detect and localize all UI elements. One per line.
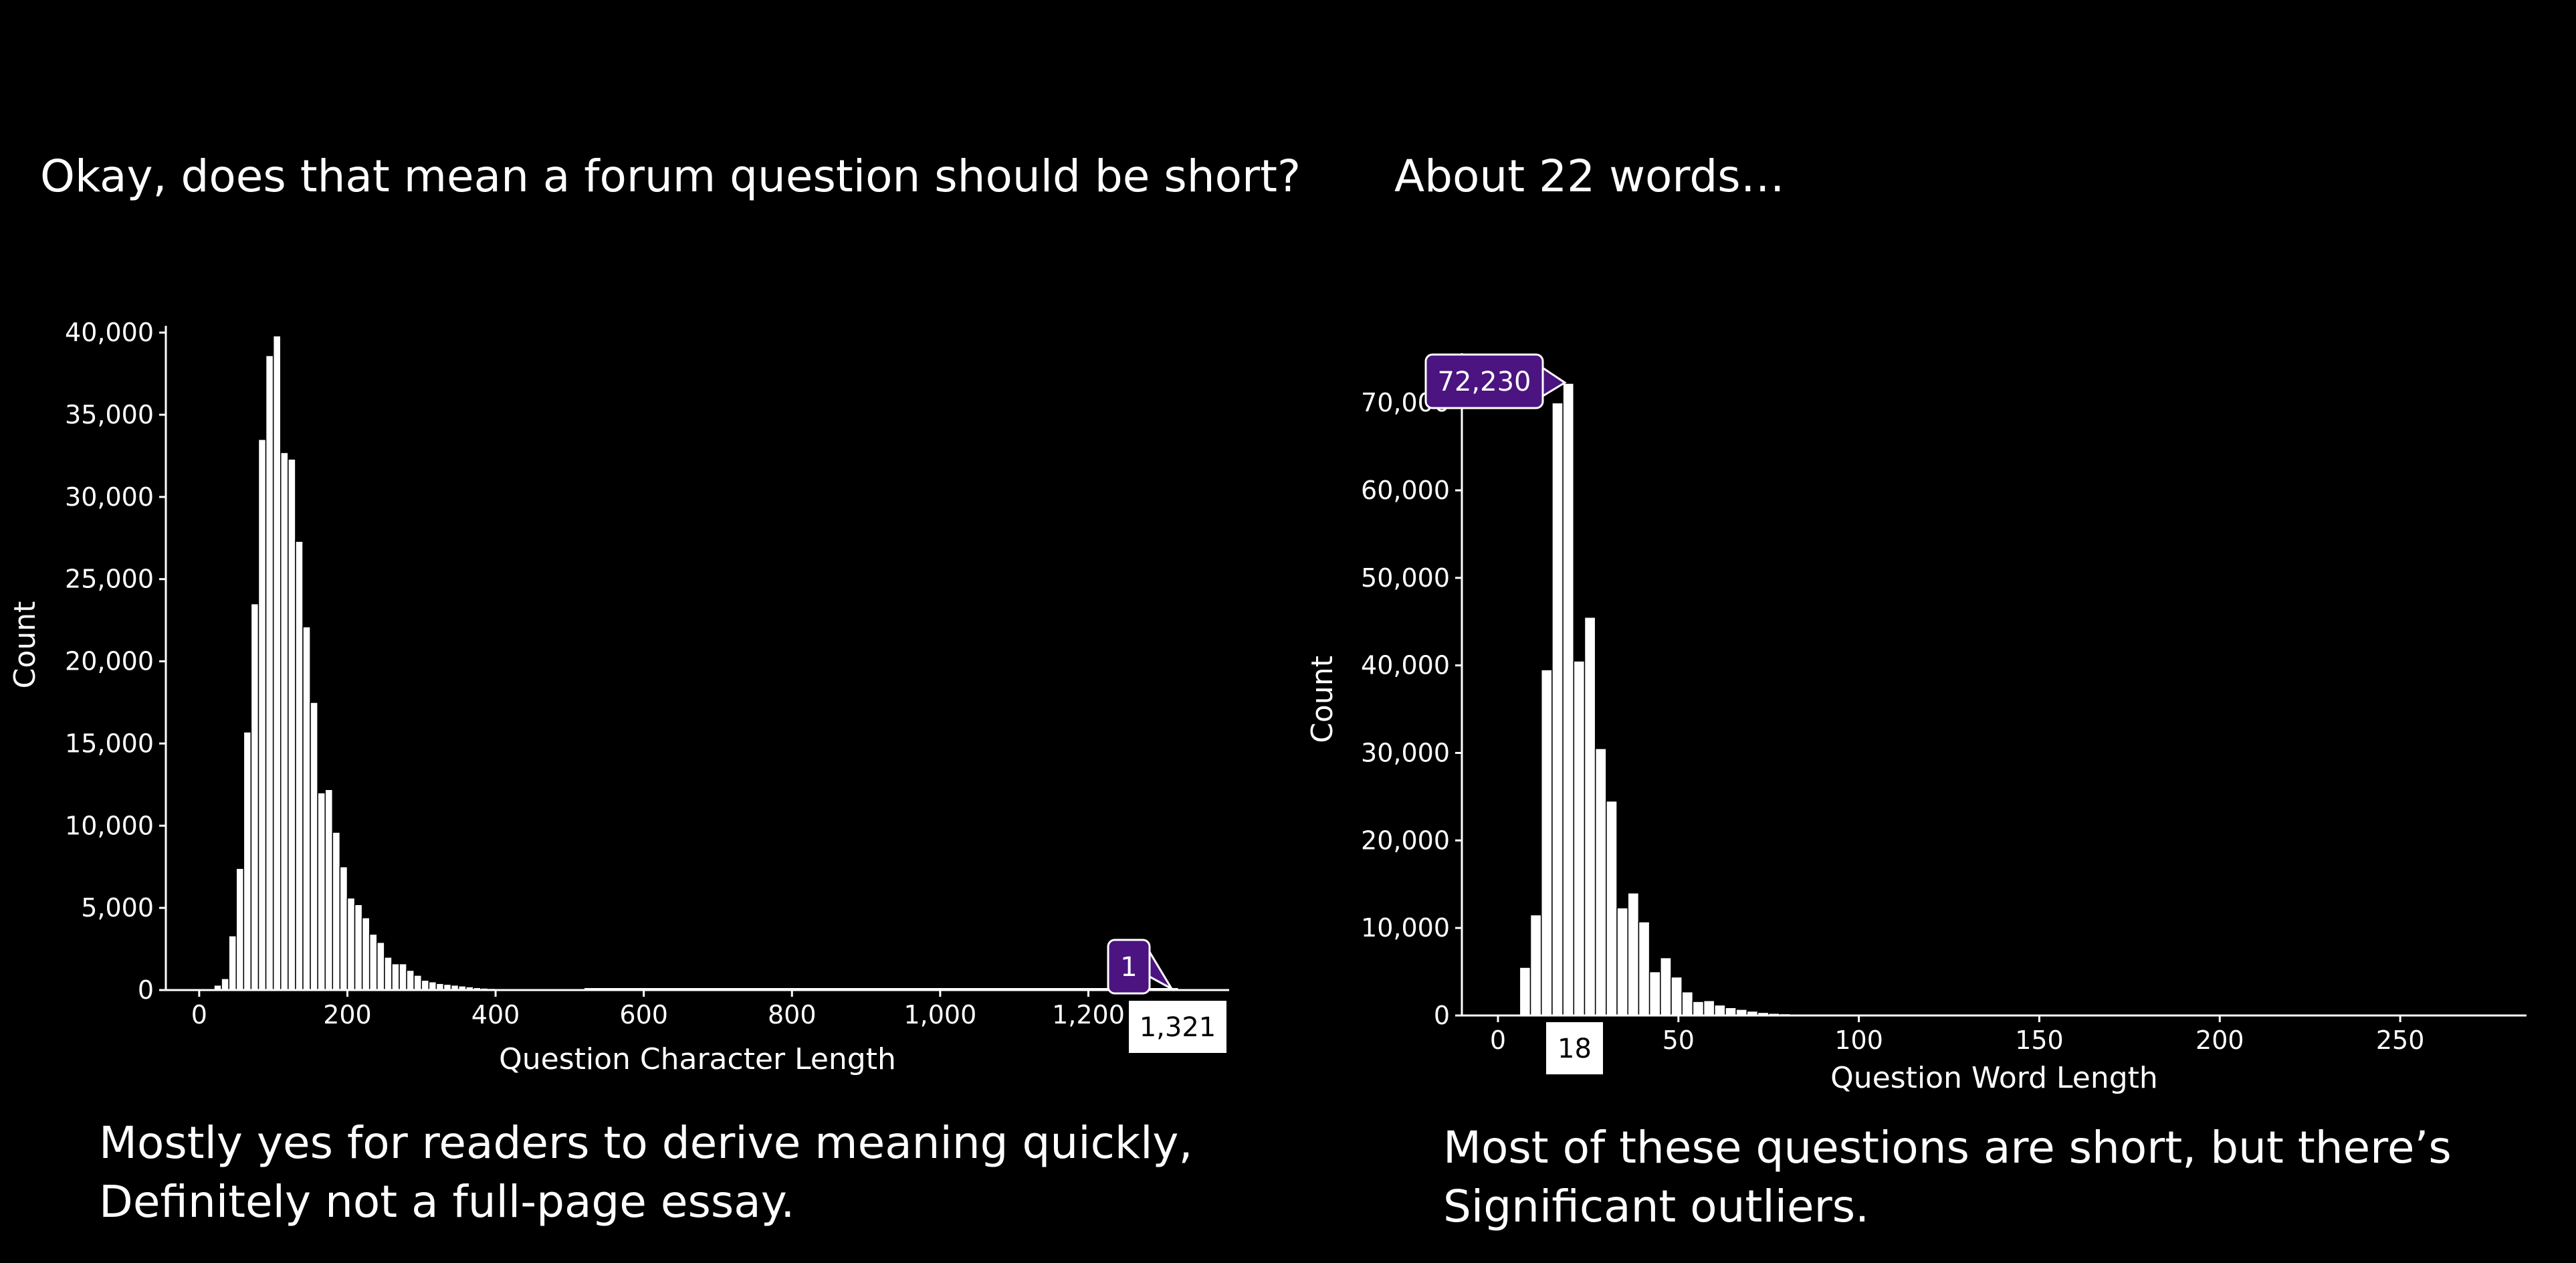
histogram-bar	[1725, 1007, 1737, 1016]
x-tick-label: 800	[768, 1000, 817, 1030]
histogram-bar	[1606, 800, 1618, 1016]
x-tick-label: 50	[1662, 1026, 1695, 1055]
histogram-bar	[1638, 921, 1650, 1016]
histogram-bar	[1519, 967, 1531, 1016]
histogram-bar	[1529, 914, 1542, 1016]
histogram-bar	[1540, 669, 1553, 1016]
right-caption: Most of these questions are short, but t…	[1443, 1119, 2452, 1236]
x-tick-label: 200	[2195, 1026, 2244, 1055]
axis-callout-box	[1546, 1022, 1603, 1074]
right-caption-line-2: Significant outliers.	[1443, 1181, 1870, 1232]
x-tick-label: 100	[1834, 1026, 1883, 1055]
y-tick-label: 30,000	[65, 482, 154, 512]
y-axis-title: Count	[1305, 656, 1339, 743]
x-tick-label: 1,000	[903, 1000, 976, 1030]
x-tick-label: 400	[471, 1000, 520, 1030]
y-tick-label: 25,000	[65, 565, 154, 594]
y-tick-label: 0	[1434, 1001, 1450, 1030]
histogram-bar	[1660, 957, 1672, 1016]
histogram-bar	[1648, 971, 1661, 1016]
histogram-bar	[1681, 991, 1694, 1016]
histogram-bar	[1714, 1004, 1726, 1016]
tooltip-value: 1	[1120, 952, 1137, 983]
x-tick-label: 600	[619, 1000, 668, 1030]
x-tick-label: 0	[1490, 1026, 1506, 1055]
tooltip-box	[1424, 353, 1544, 409]
tooltip-pointer	[1541, 366, 1567, 398]
y-tick-label: 10,000	[65, 811, 154, 840]
y-tick-label: 20,000	[1361, 825, 1450, 855]
axis-callout-box	[1129, 1001, 1226, 1053]
histogram-bar	[1616, 907, 1628, 1016]
histogram-bar	[1584, 616, 1596, 1016]
right-title: About 22 words…	[1394, 151, 1785, 202]
x-axis-title: Question Character Length	[499, 1042, 896, 1076]
y-axis-title: Count	[8, 601, 42, 689]
histogram-bar	[1627, 892, 1640, 1016]
y-tick-label: 20,000	[65, 647, 154, 676]
histogram-bar	[1551, 402, 1564, 1016]
x-axis-title: Question Word Length	[1830, 1061, 2158, 1095]
x-tick-label: 0	[191, 1000, 207, 1030]
left-caption-line-2: Definitely not a full-page essay.	[99, 1176, 795, 1228]
y-tick-label: 40,000	[65, 318, 154, 347]
x-tick-label: 150	[2015, 1026, 2064, 1055]
y-tick-label: 5,000	[81, 893, 154, 922]
x-tick-label: 200	[323, 1000, 372, 1030]
y-tick-label: 60,000	[1361, 476, 1450, 505]
y-tick-label: 30,000	[1361, 739, 1450, 768]
y-tick-label: 40,000	[1361, 651, 1450, 680]
y-tick-label: 0	[138, 975, 154, 1005]
axis-callout-value: 1,321	[1140, 1012, 1216, 1043]
histogram-bar	[1671, 976, 1683, 1016]
y-tick-label: 15,000	[65, 728, 154, 758]
axis-callout-value: 18	[1558, 1034, 1592, 1064]
histogram-bar	[1562, 383, 1575, 1016]
left-caption: Mostly yes for readers to derive meaning…	[99, 1114, 1192, 1232]
histogram-bar	[1692, 1001, 1705, 1016]
histogram-bar	[1573, 660, 1586, 1016]
tooltip-box	[1107, 939, 1151, 995]
x-tick-label: 250	[2376, 1026, 2425, 1055]
left-title: Okay, does that mean a forum question sh…	[40, 151, 1301, 202]
x-tick-label: 1,200	[1052, 1000, 1125, 1030]
tooltip-value: 72,230	[1438, 367, 1531, 397]
histogram-bar	[1703, 1000, 1715, 1016]
left-caption-line-1: Mostly yes for readers to derive meaning…	[99, 1117, 1193, 1169]
y-tick-label: 50,000	[1361, 563, 1450, 593]
histogram-bar	[1594, 748, 1607, 1016]
right-caption-line-1: Most of these questions are short, but t…	[1443, 1122, 2452, 1173]
y-tick-label: 10,000	[1361, 913, 1450, 943]
y-tick-label: 35,000	[65, 400, 154, 429]
